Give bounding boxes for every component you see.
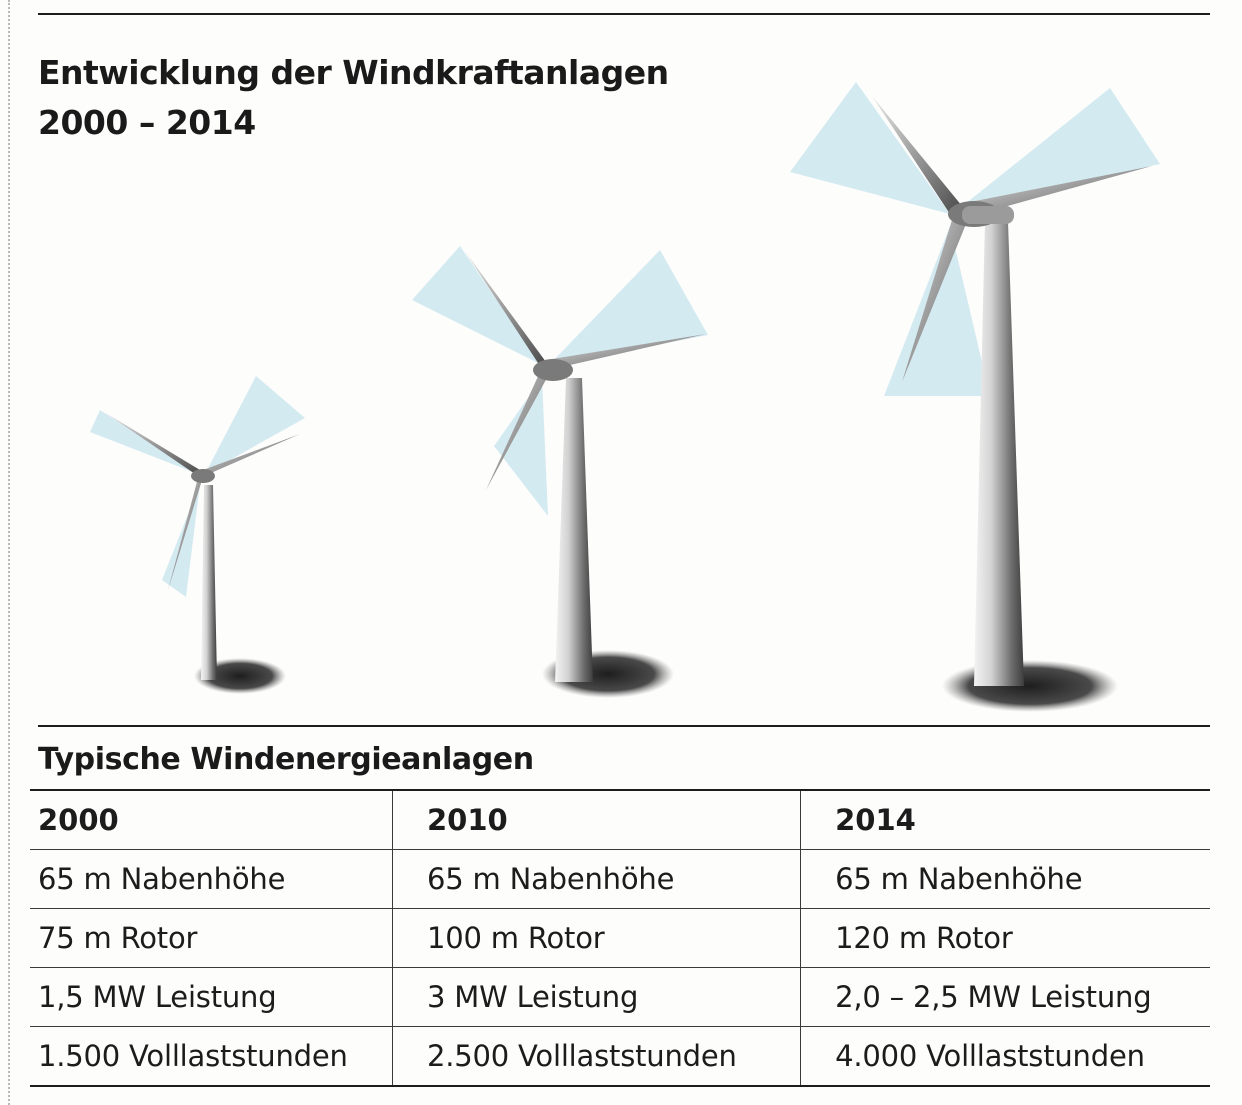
turbine-2010-blade-1 — [464, 250, 546, 366]
turbine-2000-blade-2 — [203, 434, 300, 476]
table-cell: 2.500 Volllaststunden — [391, 1026, 801, 1087]
wind-turbine-illustration — [90, 82, 1160, 712]
table-cell: 4.000 Volllaststunden — [800, 1026, 1210, 1087]
turbine-2014-blade-3 — [902, 220, 966, 382]
table-header-row: 2000 2010 2014 — [30, 789, 1210, 850]
turbine-2010-blade-sweep-right — [548, 250, 708, 366]
column-header-2000: 2000 — [30, 789, 393, 850]
turbine-2014-blade-sweep-right — [960, 88, 1160, 208]
table-heading: Typische Windenergieanlagen — [38, 742, 534, 777]
column-header-2014: 2014 — [800, 789, 1210, 850]
turbine-2000 — [90, 376, 305, 694]
turbine-2010-blade-3 — [486, 372, 548, 490]
turbine-2010-hub — [533, 359, 573, 381]
turbine-2000-tower — [201, 485, 217, 680]
table-row: 65 m Nabenhöhe 65 m Nabenhöhe 65 m Naben… — [30, 849, 1210, 909]
table-cell: 65 m Nabenhöhe — [391, 849, 801, 909]
table-cell: 65 m Nabenhöhe — [30, 849, 393, 909]
title-line-1: Entwicklung der Windkraftanlagen — [38, 53, 669, 92]
specs-table: 2000 2010 2014 65 m Nabenhöhe 65 m Naben… — [30, 789, 1210, 1087]
table-row: 1.500 Volllaststunden 2.500 Volllaststun… — [30, 1026, 1210, 1087]
turbine-2014-blade-sweep-bottom — [884, 226, 990, 396]
turbine-2000-blade-sweep-right — [205, 376, 305, 474]
turbine-2014-tower — [974, 222, 1024, 686]
turbine-2014 — [790, 82, 1160, 712]
table-cell: 2,0 – 2,5 MW Leistung — [800, 967, 1210, 1027]
table-cell: 100 m Rotor — [391, 908, 801, 968]
turbine-2000-blade-sweep-left — [90, 410, 198, 474]
table-cell: 3 MW Leistung — [391, 967, 801, 1027]
top-rule — [38, 13, 1210, 15]
turbine-2014-blade-sweep-left — [790, 82, 950, 214]
table-cell: 1,5 MW Leistung — [30, 967, 393, 1027]
title-line-2: 2000 – 2014 — [38, 103, 256, 142]
turbine-2010-blade-2 — [546, 334, 706, 370]
turbine-2000-shadow — [194, 658, 286, 694]
turbine-2000-blade-3 — [168, 478, 202, 590]
table-cell: 1.500 Volllaststunden — [30, 1026, 393, 1087]
turbine-2010-blade-sweep-bottom — [494, 378, 548, 516]
turbine-2010-blade-sweep-left — [412, 246, 540, 364]
turbine-2000-hub — [191, 469, 215, 483]
turbine-2014-shadow — [942, 660, 1118, 712]
turbine-2010 — [412, 246, 708, 698]
turbine-2014-blade-1 — [872, 96, 962, 214]
page-margin-dotted-line — [8, 0, 10, 1105]
table-row: 1,5 MW Leistung 3 MW Leistung 2,0 – 2,5 … — [30, 967, 1210, 1027]
turbine-2000-blade-1 — [104, 412, 200, 476]
column-header-2010: 2010 — [391, 789, 801, 850]
table-row: 75 m Rotor 100 m Rotor 120 m Rotor — [30, 908, 1210, 968]
page-title: Entwicklung der Windkraftanlagen 2000 – … — [38, 48, 669, 148]
table-cell: 65 m Nabenhöhe — [800, 849, 1210, 909]
turbine-2014-blade-2 — [960, 166, 1152, 218]
table-cell: 75 m Rotor — [30, 908, 393, 968]
middle-rule — [38, 725, 1210, 727]
turbine-2010-tower — [555, 378, 593, 682]
table-cell: 120 m Rotor — [800, 908, 1210, 968]
turbine-2014-nacelle — [962, 206, 1014, 224]
